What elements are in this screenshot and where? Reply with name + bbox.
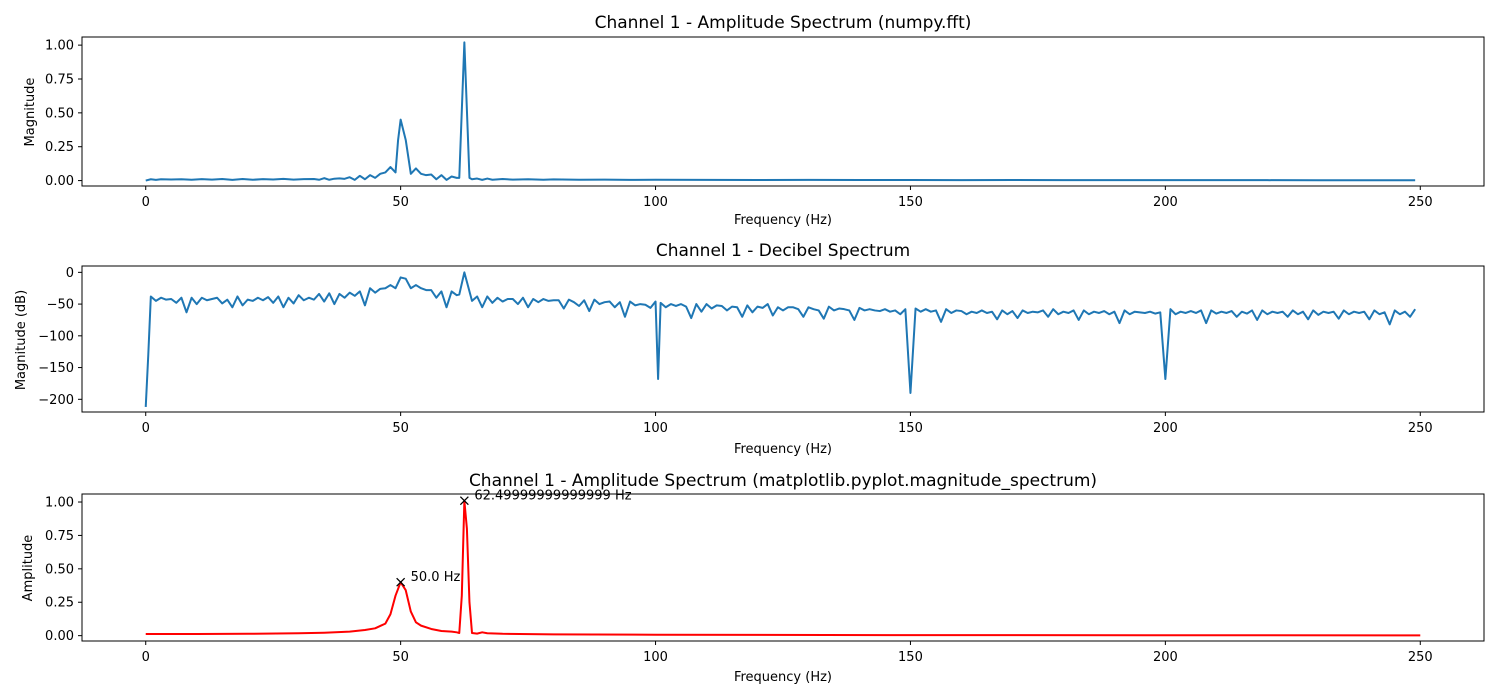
y-tick-label: 0.75 [45, 72, 74, 87]
x-axis: 0 50 100 150 200 250 [142, 186, 1433, 210]
axes-frame [81, 36, 1485, 187]
x-axis: 0 50 100 150 200 250 [142, 641, 1433, 665]
x-tick-label: 50 [392, 421, 409, 436]
series-line [145, 41, 1416, 182]
x-tick-label: 250 [1408, 421, 1433, 436]
x-tick-label: 250 [1408, 195, 1433, 210]
y-axis-label: Amplitude [21, 535, 36, 602]
peak-annotation: 62.49999999999999 Hz [474, 489, 631, 504]
y-axis: 0.00 0.25 0.50 0.75 1.00 [45, 496, 82, 644]
x-tick-label: 100 [643, 421, 668, 436]
y-tick-label: 0.00 [45, 174, 74, 189]
y-tick-label: −200 [38, 393, 74, 408]
x-tick-label: 200 [1153, 650, 1178, 665]
x-tick-label: 200 [1153, 195, 1178, 210]
axes-frame [81, 265, 1485, 413]
series-line [145, 499, 1421, 637]
x-axis-label: Frequency (Hz) [734, 213, 832, 228]
y-tick-label: −100 [38, 329, 74, 344]
y-tick-label: 0.25 [45, 596, 74, 611]
y-tick-label: 0.50 [45, 106, 74, 121]
y-axis-label: Magnitude (dB) [14, 290, 29, 390]
y-tick-label: −50 [47, 298, 74, 313]
y-tick-label: 0.25 [45, 140, 74, 155]
y-tick-label: 1.00 [45, 39, 74, 54]
x-tick-label: 250 [1408, 650, 1433, 665]
x-axis: 0 50 100 150 200 250 [142, 412, 1433, 436]
subplot-decibel: Channel 1 - Decibel Spectrum 0 −50 −100 −15… [14, 241, 1485, 457]
y-tick-label: 0 [66, 266, 74, 281]
plot-area [145, 499, 1421, 637]
x-tick-label: 150 [898, 421, 923, 436]
x-axis-label: Frequency (Hz) [734, 670, 832, 685]
y-axis: 0.00 0.25 0.50 0.75 1.00 [45, 39, 82, 189]
subplot-magnitude-spectrum: Channel 1 - Amplitude Spectrum (matplotl… [21, 471, 1485, 685]
y-tick-label: 0.50 [45, 562, 74, 577]
series-line [144, 271, 1417, 407]
chart-title: Channel 1 - Amplitude Spectrum (numpy.ff… [595, 13, 972, 33]
peak-annotation: 50.0 Hz [411, 570, 461, 585]
x-tick-label: 50 [392, 195, 409, 210]
y-tick-label: 0.00 [45, 629, 74, 644]
x-tick-label: 100 [643, 195, 668, 210]
y-tick-label: −150 [38, 361, 74, 376]
chart-title: Channel 1 - Amplitude Spectrum (matplotl… [469, 471, 1097, 491]
x-tick-label: 0 [142, 650, 150, 665]
y-axis: 0 −50 −100 −150 −200 [38, 266, 82, 408]
axes-frame [81, 493, 1485, 642]
x-tick-label: 50 [392, 650, 409, 665]
x-tick-label: 150 [898, 195, 923, 210]
x-tick-label: 100 [643, 650, 668, 665]
peak-marker [459, 496, 469, 506]
plot-area [144, 271, 1417, 407]
x-tick-label: 0 [142, 195, 150, 210]
y-tick-label: 1.00 [45, 496, 74, 511]
x-tick-label: 0 [142, 421, 150, 436]
peak-markers: 50.0 Hz 62.49999999999999 Hz [396, 489, 632, 587]
chart-title: Channel 1 - Decibel Spectrum [656, 241, 910, 261]
subplot-amplitude-fft: Channel 1 - Amplitude Spectrum (numpy.ff… [23, 13, 1485, 228]
x-tick-label: 200 [1153, 421, 1178, 436]
peak-marker [396, 577, 406, 587]
x-axis-label: Frequency (Hz) [734, 442, 832, 457]
x-tick-label: 150 [898, 650, 923, 665]
y-tick-label: 0.75 [45, 529, 74, 544]
plot-area [145, 41, 1416, 182]
y-axis-label: Magnitude [23, 78, 38, 147]
